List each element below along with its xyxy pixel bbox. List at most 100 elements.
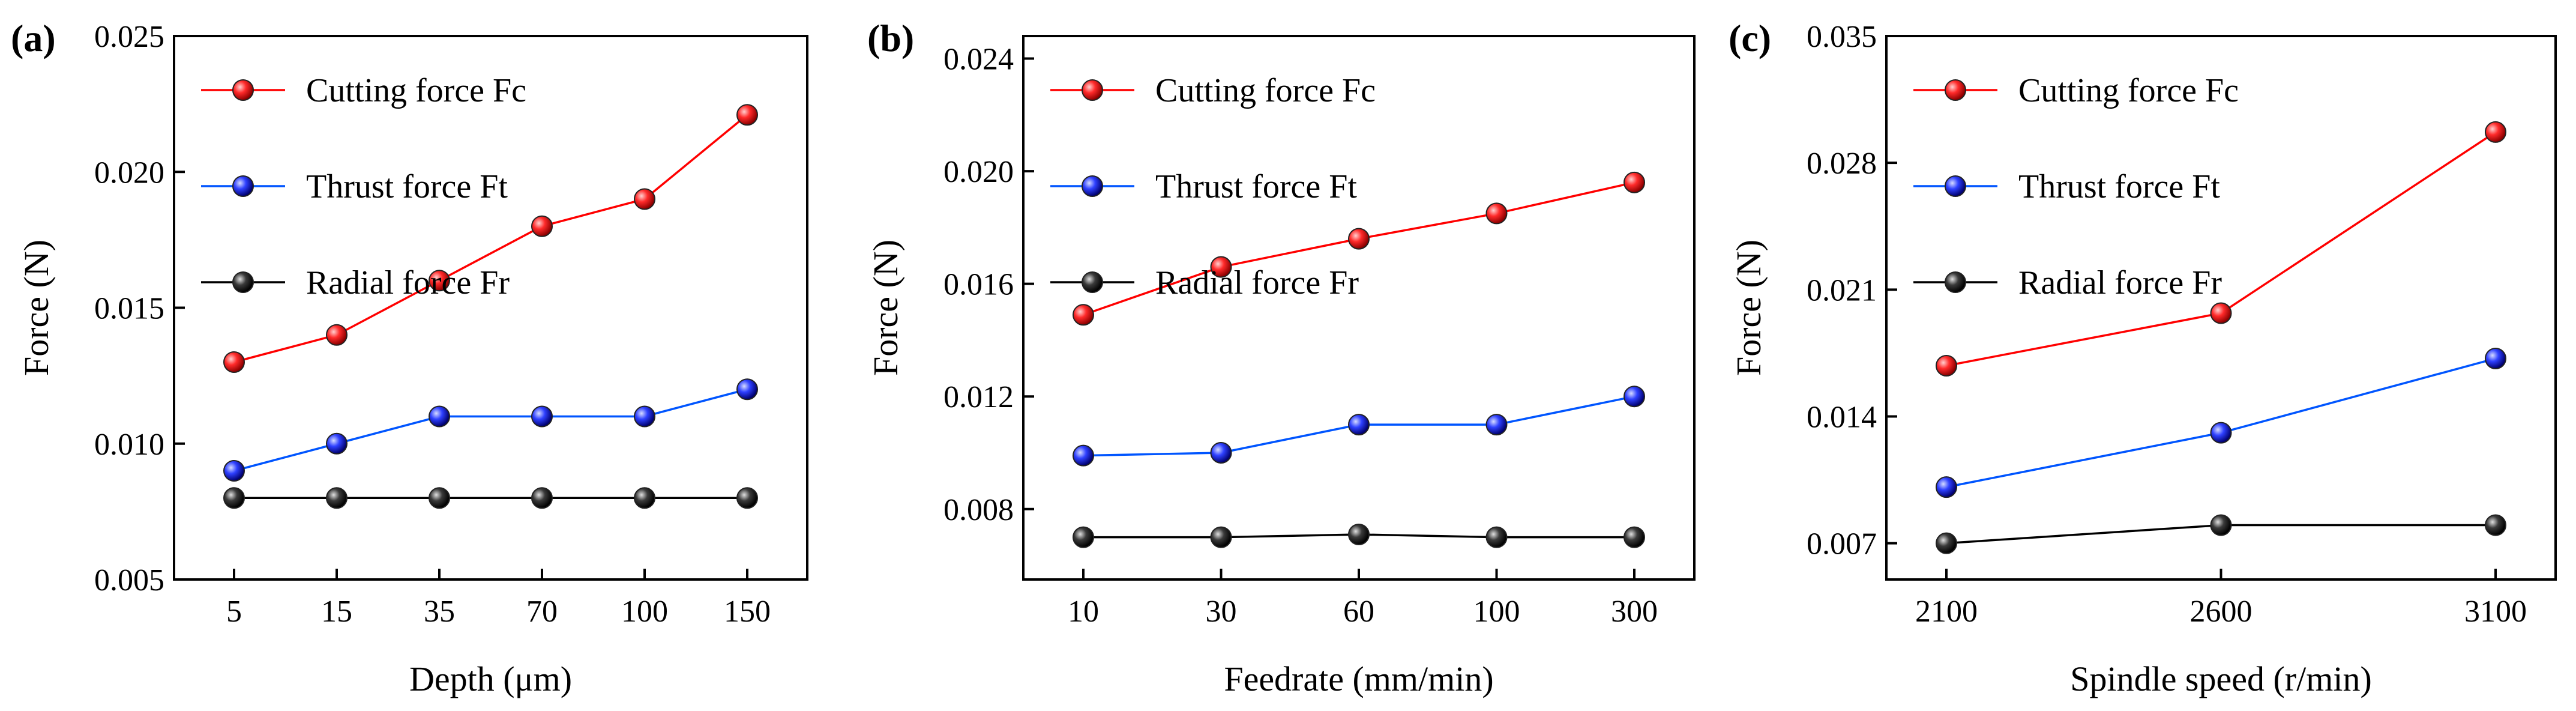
data-point [1348,523,1370,545]
legend-label: Cutting force Fc [2018,72,2239,109]
data-point [2210,302,2232,324]
data-point [223,460,245,482]
x-tick-label: 100 [621,595,668,629]
legend-label: Radial force Fr [306,264,510,301]
y-tick-label: 0.008 [943,493,1014,527]
data-point [223,487,245,509]
chart-panel-2: (b) 0.008 0.012 0.016 0.020 0.024 10 30 60 100 300… [866,17,1696,698]
y-tick-label: 0.025 [94,20,164,54]
series-3 [1073,523,1645,548]
data-point [429,270,450,292]
legend-label: Thrust force Ft [2018,168,2220,205]
chart-panel-1: (a) 0.005 0.010 0.015 0.020 0.025 5 15 35 70 100 15… [11,17,808,698]
data-point [326,432,348,455]
data-point [2210,422,2232,444]
legend-marker [1945,271,1966,293]
legend-marker [1945,79,1966,101]
x-tick-label: 3100 [2464,595,2527,629]
y-tick-label: 0.020 [94,156,164,190]
data-point [736,104,758,126]
x-axis-title: Depth (μm) [409,659,572,698]
data-point [1624,526,1645,548]
plot-frame [1022,35,1696,581]
data-point [1073,444,1094,467]
legend-marker [1945,175,1966,197]
x-tick-label: 35 [424,595,455,629]
series-2 [223,378,758,482]
legend-marker [1082,175,1103,197]
series-line [233,113,748,363]
y-tick-label: 0.021 [1807,273,1877,307]
data-point [1210,526,1232,548]
series-2 [1073,386,1645,467]
series-1 [1936,121,2506,377]
data-point [1210,441,1232,464]
x-tick-label: 70 [526,595,558,629]
x-tick-label: 10 [1068,595,1099,629]
legend: Cutting force Fc Thrust force Ft Radial fo… [1913,72,2239,301]
data-point [2485,347,2506,369]
legend-label: Radial force Fr [2018,264,2222,301]
y-tick-label: 0.007 [1807,527,1877,561]
series-line [1946,131,2496,367]
y-tick-label: 0.016 [943,268,1014,302]
data-point [1936,532,1957,554]
legend-marker [232,271,254,293]
y-tick-label: 0.035 [1807,20,1877,54]
x-tick-label: 150 [724,595,771,629]
data-point [326,324,348,346]
y-tick-label: 0.028 [1807,147,1877,181]
legend: Cutting force Fc Thrust force Ft Radial fo… [201,72,526,301]
legend-marker [1082,79,1103,101]
series-2 [1936,347,2506,498]
data-point [429,405,450,428]
x-tick-label: 5 [226,595,242,629]
panel-label: (c) [1729,17,1771,59]
data-point [2210,514,2232,536]
x-tick-label: 100 [1473,595,1520,629]
x-tick-label: 2100 [1915,595,1978,629]
data-point [531,215,553,237]
data-point [634,188,655,210]
x-tick-label: 60 [1343,595,1374,629]
legend-label: Thrust force Ft [1155,168,1357,205]
legend-label: Thrust force Ft [306,168,508,205]
data-point [736,378,758,401]
data-point [1073,304,1094,326]
x-axis-title: Feedrate (mm/min) [1224,659,1493,698]
legend-marker [1082,271,1103,293]
series-3 [223,487,758,509]
data-point [1936,476,1957,498]
series-line [233,388,748,472]
data-point [326,487,348,509]
data-point [1936,355,1957,377]
legend-label: Cutting force Fc [306,72,526,109]
data-point [1485,526,1508,548]
y-axis-title: Force (N) [866,240,905,376]
data-point [429,487,450,509]
y-tick-label: 0.020 [943,155,1014,189]
data-point [634,487,655,509]
legend: Cutting force Fc Thrust force Ft Radial fo… [1050,72,1376,301]
legend-marker [232,175,254,197]
data-point [1624,386,1645,408]
data-point [531,405,553,428]
y-axis-title: Force (N) [17,240,56,376]
data-point [1348,228,1370,250]
x-tick-label: 15 [321,595,352,629]
data-point [531,487,553,509]
chart-panel-3: (c) 0.007 0.014 0.021 0.028 0.035 2100 2600 3100… [1729,17,2557,698]
data-point [1485,414,1508,436]
data-point [736,487,758,509]
data-point [1210,256,1232,278]
y-tick-label: 0.024 [943,43,1014,77]
data-point [1485,202,1508,225]
data-point [223,351,245,373]
legend-label: Radial force Fr [1155,264,1359,301]
y-tick-label: 0.010 [94,428,164,462]
y-tick-label: 0.015 [94,292,164,326]
x-axis-title: Spindle speed (r/min) [2070,659,2372,698]
data-point [2485,514,2506,536]
data-point [1348,414,1370,436]
